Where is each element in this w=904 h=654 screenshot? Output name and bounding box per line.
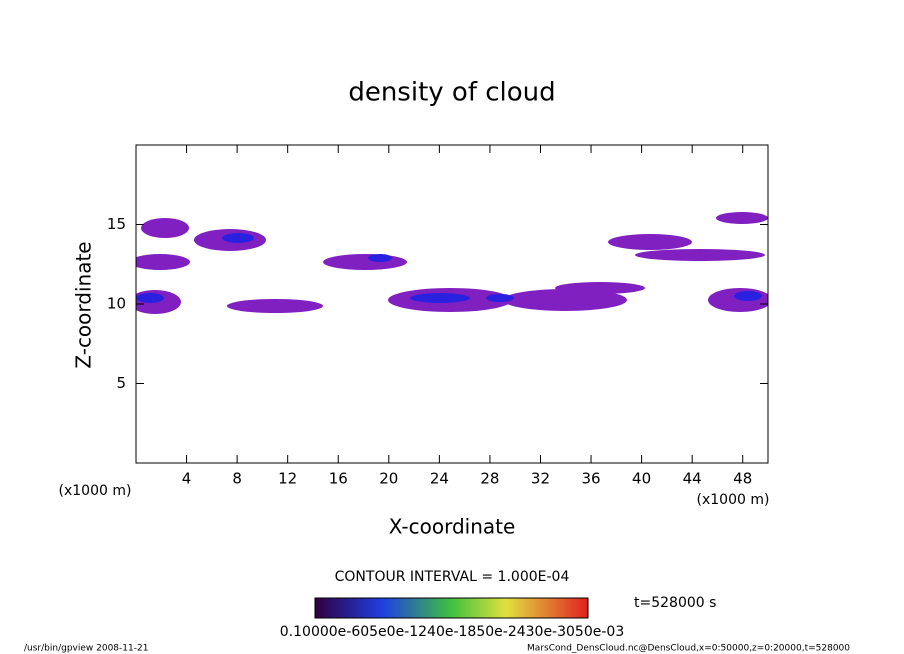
x-unit-label: (x1000 m) (59, 483, 132, 499)
footer-right: MarsCond_DensCloud.nc@DensCloud,x=0:5000… (527, 644, 850, 654)
y-tick-label: 10 (107, 295, 126, 313)
x-tick-label: 16 (329, 470, 348, 488)
x-tick-label: 28 (480, 470, 499, 488)
time-label: t=528000 s (634, 595, 716, 611)
x-tick-label: 36 (581, 470, 600, 488)
x-unit-label: (x1000 m) (697, 492, 770, 508)
y-axis-label: Z-coordinate (72, 241, 96, 368)
x-axis-label: X-coordinate (389, 515, 516, 539)
x-tick-label: 4 (182, 470, 192, 488)
x-tick-label: 48 (733, 470, 752, 488)
x-tick-label: 20 (379, 470, 398, 488)
colorbar (314, 597, 589, 619)
x-tick-label: 40 (632, 470, 651, 488)
x-tick-label: 8 (232, 470, 242, 488)
colorbar-labels: 0.10000e-605e0e-1240e-1850e-2430e-3050e-… (280, 624, 624, 640)
cloud-field (136, 212, 768, 314)
x-tick-label: 24 (430, 470, 449, 488)
footer-left: /usr/bin/gpview 2008-11-21 (24, 644, 148, 654)
contour-interval: CONTOUR INTERVAL = 1.000E-04 (335, 569, 570, 585)
x-tick-label: 12 (278, 470, 297, 488)
y-tick-label: 5 (116, 374, 126, 392)
x-tick-label: 44 (683, 470, 702, 488)
y-tick-label: 15 (107, 215, 126, 233)
x-tick-label: 32 (531, 470, 550, 488)
chart-title: density of cloud (348, 78, 555, 108)
